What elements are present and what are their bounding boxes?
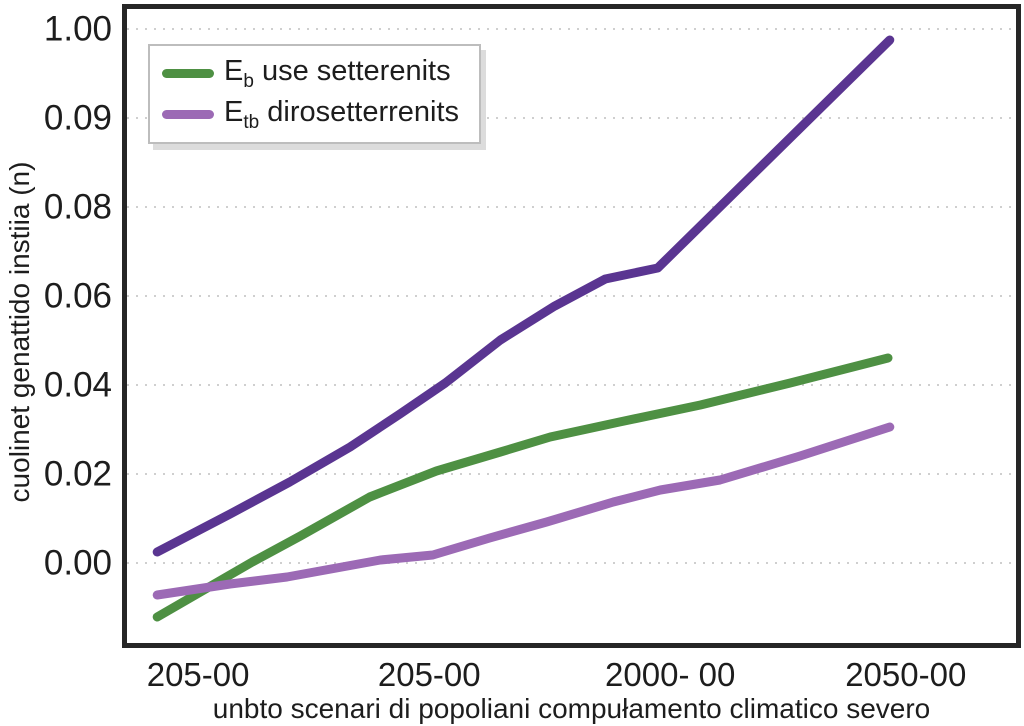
legend-item: Eb use setterenits — [162, 55, 459, 93]
legend-item-label: Etb dirosetterrenits — [224, 95, 460, 133]
series-light-purple-line — [152, 422, 895, 600]
series-green-line — [152, 353, 893, 622]
y-tick-label: 0.06 — [43, 276, 112, 316]
x-tick-label: 205-00 — [377, 656, 481, 693]
legend-item: Etb dirosetterrenits — [162, 96, 459, 134]
x-axis-label: unbto scenari di popoliani compułamento … — [212, 693, 931, 724]
y-tick-label: 0.08 — [43, 187, 112, 227]
x-tick-label: 2000- 00 — [605, 656, 736, 693]
y-tick-label: 0.00 — [43, 543, 112, 583]
x-tick-label: 205-00 — [146, 656, 250, 693]
y-tick-label: 1.00 — [43, 9, 112, 49]
x-tick-label: 2050-00 — [845, 656, 967, 693]
series-dark-purple-line — [152, 35, 895, 557]
y-tick-label: 0.09 — [43, 98, 112, 138]
y-tick-label: 0.02 — [43, 454, 112, 494]
legend-item-label: Eb use setterenits — [224, 55, 451, 92]
chart-canvas — [127, 28, 1016, 622]
legend-line-swatch — [162, 69, 214, 79]
legend: Eb use setterenits Etb dirosetterrenits — [148, 44, 482, 145]
legend-line-swatch — [162, 109, 214, 119]
y-tick-label: 0.04 — [43, 365, 112, 405]
y-axis-label: cuolinet genattido instiia (n) — [4, 161, 35, 503]
